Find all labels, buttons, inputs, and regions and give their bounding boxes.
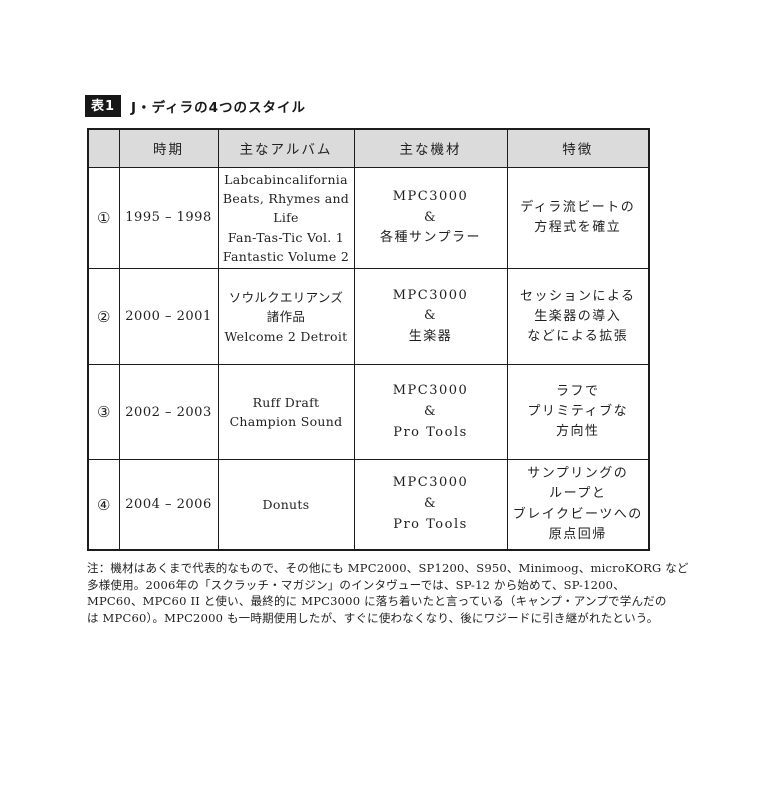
table-row: ① 1995 – 1998 Labcabincalifornia Beats, … [87,166,650,270]
albums-cell: ソウルクエリアンズ 諸作品 Welcome 2 Detroit [217,268,355,366]
period-cell: 2000 – 2001 [118,268,219,366]
table-title-text: J・ディラの4つのスタイル [131,100,307,116]
albums-cell: Ruff Draft Champion Sound [217,364,355,461]
header-cell-period: 時期 [118,128,219,168]
row-number-cell: ① [87,166,120,270]
albums-cell: Donuts [217,459,355,551]
period-cell: 2004 – 2006 [118,459,219,551]
header-cell-gear: 主な機材 [353,128,508,168]
feature-cell: サンプリングの ループと ブレイクビーツへの 原点回帰 [506,459,650,551]
table-title: 表1 J・ディラの4つのスタイル [85,95,306,117]
period-cell: 1995 – 1998 [118,166,219,270]
gear-cell: MPC3000 & Pro Tools [353,364,508,461]
header-cell-num [87,128,120,168]
header-row: 時期 主なアルバム 主な機材 特徴 [87,128,650,168]
dilla-styles-table: 時期 主なアルバム 主な機材 特徴 ① 1995 – 1998 Labcabin… [87,128,650,551]
gear-cell: MPC3000 & 生楽器 [353,268,508,366]
row-number-cell: ④ [87,459,120,551]
feature-cell: ラフで プリミティブな 方向性 [506,364,650,461]
gear-cell: MPC3000 & 各種サンプラー [353,166,508,270]
period-cell: 2002 – 2003 [118,364,219,461]
row-number-cell: ② [87,268,120,366]
header-cell-albums: 主なアルバム [217,128,355,168]
feature-cell: ディラ流ビートの 方程式を確立 [506,166,650,270]
feature-cell: セッションによる 生楽器の導入 などによる拡張 [506,268,650,366]
table-title-badge: 表1 [85,95,122,117]
table-row: ② 2000 – 2001 ソウルクエリアンズ 諸作品 Welcome 2 De… [87,268,650,366]
gear-cell: MPC3000 & Pro Tools [353,459,508,551]
footnote: 注：機材はあくまで代表的なもので、その他にも MPC2000、SP1200、S9… [87,561,689,626]
table-row: ③ 2002 – 2003 Ruff Draft Champion Sound … [87,364,650,461]
table-row: ④ 2004 – 2006 Donuts MPC3000 & Pro Tools… [87,459,650,551]
albums-cell: Labcabincalifornia Beats, Rhymes and Lif… [217,166,355,270]
header-cell-feature: 特徴 [506,128,650,168]
row-number-cell: ③ [87,364,120,461]
